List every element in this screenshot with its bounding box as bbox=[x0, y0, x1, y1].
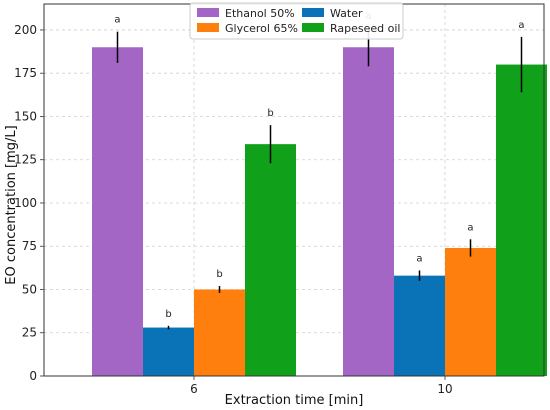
significance-label: b bbox=[165, 309, 171, 320]
legend-swatch bbox=[197, 8, 219, 17]
bar bbox=[445, 247, 496, 376]
y-tick-label: 100 bbox=[14, 196, 37, 210]
legend-label: Rapeseed oil bbox=[330, 22, 400, 35]
legend-box bbox=[189, 2, 404, 40]
x-tick-label: 10 bbox=[437, 382, 452, 396]
legend-swatch bbox=[197, 23, 219, 32]
significance-label: a bbox=[114, 15, 120, 26]
bars-layer: abbbaaaa bbox=[92, 11, 547, 377]
y-tick-label: 200 bbox=[14, 23, 37, 37]
significance-label: a bbox=[467, 222, 473, 233]
axes-layer: 0 25 50 75 100 125 150 175 200 6 10 bbox=[14, 3, 545, 396]
y-tick-label: 125 bbox=[14, 153, 37, 167]
y-tick-label: 175 bbox=[14, 66, 37, 80]
legend-swatch bbox=[302, 23, 324, 32]
y-tick-label: 0 bbox=[29, 369, 37, 383]
bar bbox=[92, 47, 143, 377]
y-tick-label: 75 bbox=[22, 239, 37, 253]
legend: Ethanol 50% Water Glycerol 65% Rapeseed oil bbox=[189, 2, 404, 40]
legend-label: Ethanol 50% bbox=[225, 7, 295, 20]
bar bbox=[394, 275, 445, 376]
x-axis-title: Extraction time [min] bbox=[225, 393, 364, 408]
y-tick-label: 150 bbox=[14, 109, 37, 123]
legend-swatch bbox=[302, 8, 324, 17]
significance-label: a bbox=[518, 20, 524, 31]
bar bbox=[496, 64, 547, 376]
legend-label: Glycerol 65% bbox=[225, 22, 298, 35]
bar bbox=[143, 327, 194, 376]
y-axis-title: EO concentration [mg/L] bbox=[4, 125, 19, 284]
bar bbox=[194, 289, 245, 376]
significance-label: a bbox=[416, 253, 422, 264]
significance-label: b bbox=[216, 269, 222, 280]
significance-label: b bbox=[267, 108, 273, 119]
legend-label: Water bbox=[330, 7, 363, 20]
x-tick-label: 6 bbox=[190, 382, 198, 396]
y-tick-label: 50 bbox=[22, 282, 37, 296]
bar bbox=[245, 144, 296, 376]
bar bbox=[343, 47, 394, 377]
y-tick-label: 25 bbox=[22, 326, 37, 340]
